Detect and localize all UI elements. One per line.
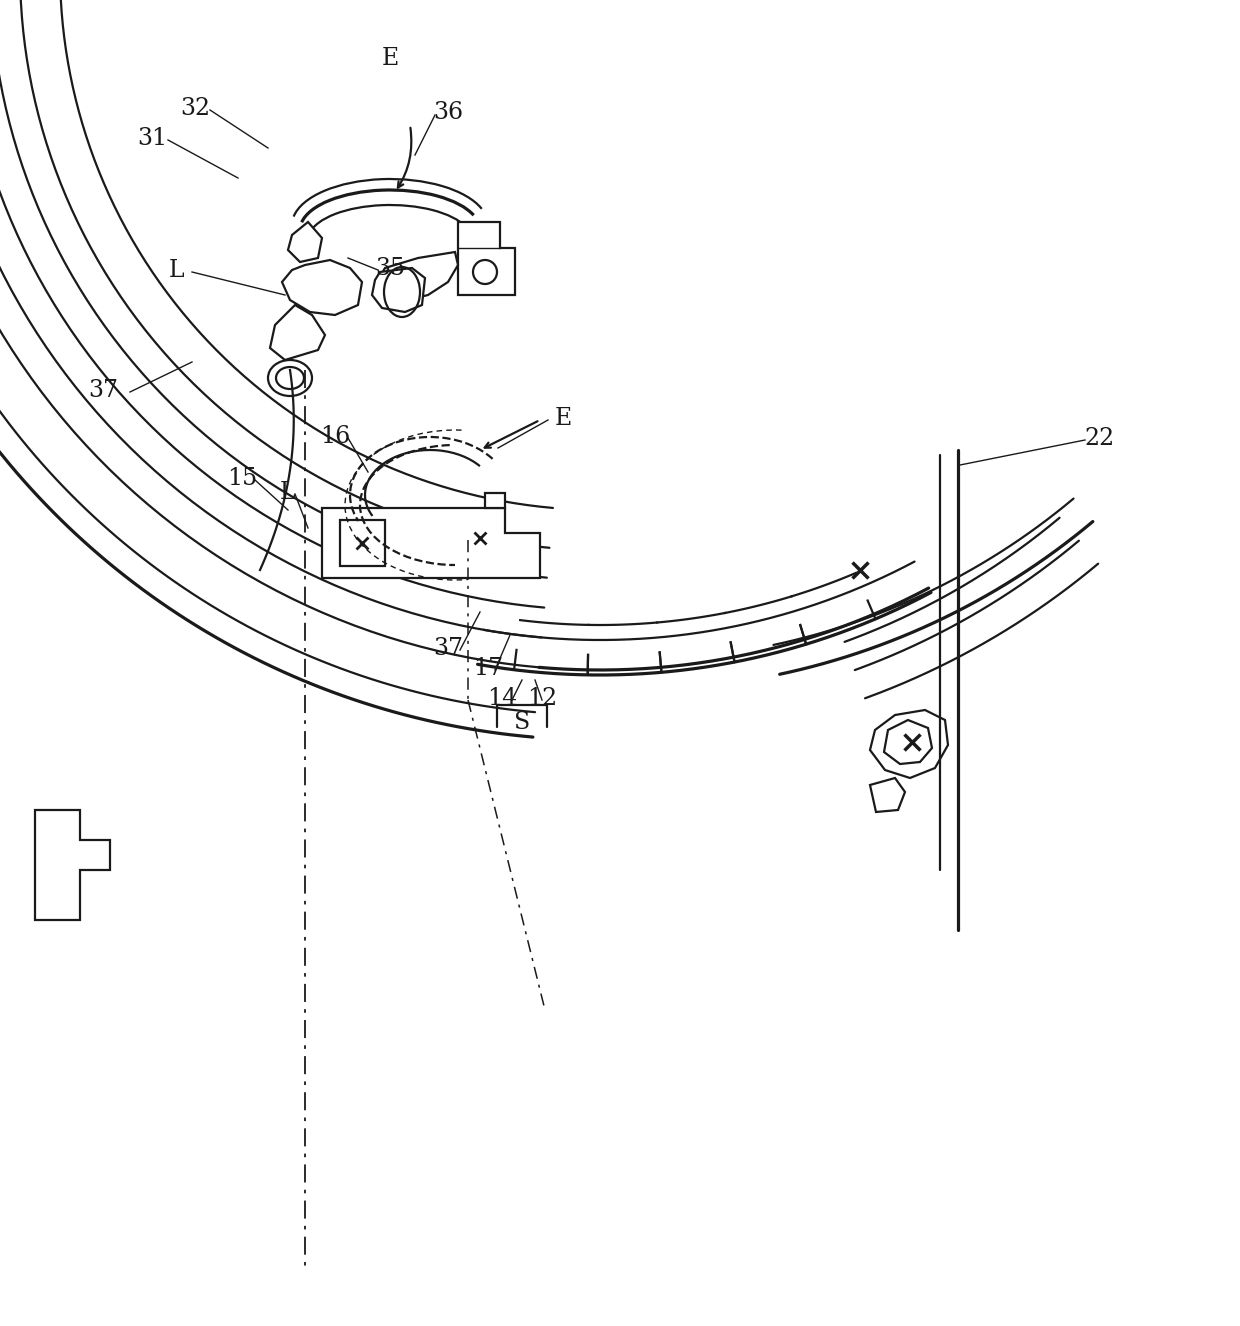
Polygon shape [378,252,458,300]
Text: E: E [554,407,572,430]
Text: 14: 14 [487,687,517,709]
Polygon shape [485,493,505,508]
Text: 12: 12 [527,687,557,709]
Text: E: E [382,46,398,69]
Text: S: S [513,711,531,733]
Polygon shape [270,305,325,359]
Polygon shape [340,520,384,566]
Text: 37: 37 [88,378,118,402]
Text: 22: 22 [1085,427,1115,450]
Text: 15: 15 [227,467,257,489]
Text: 36: 36 [433,101,463,123]
Text: 37: 37 [433,636,463,659]
Polygon shape [35,810,110,920]
Text: 32: 32 [180,97,210,119]
Polygon shape [372,268,425,312]
Text: 16: 16 [320,424,350,447]
Polygon shape [288,221,322,263]
Text: 17: 17 [472,656,503,679]
Polygon shape [281,260,362,316]
Text: 31: 31 [136,126,167,150]
Text: L: L [169,259,185,281]
Text: L: L [280,480,296,504]
Polygon shape [322,508,539,578]
Text: 35: 35 [374,256,405,280]
Polygon shape [458,221,515,294]
